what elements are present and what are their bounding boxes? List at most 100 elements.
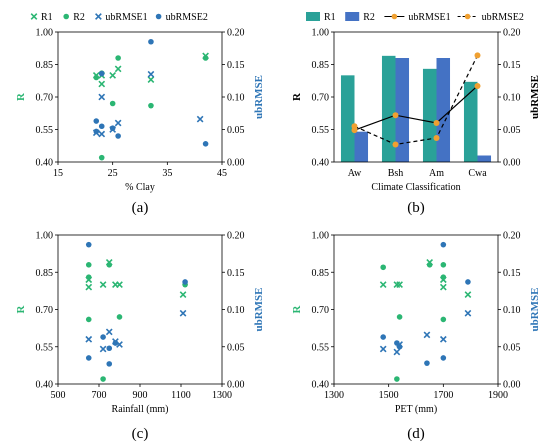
y-right-axis-label: ubRMSE (253, 287, 265, 331)
x-tick-label: Cwa (468, 168, 487, 179)
y-left-tick-label: 1.00 (36, 231, 54, 242)
bar (422, 68, 437, 162)
data-point (426, 262, 433, 268)
data-point (465, 279, 471, 285)
x-tick-label: 1300 (212, 390, 232, 401)
x-tick-label: 700 (92, 390, 107, 401)
legend-label: R2 (73, 12, 85, 23)
x-tick-label: 35 (162, 168, 172, 179)
data-point (396, 281, 403, 289)
data-point (202, 55, 209, 61)
y-left-tick-label: 0.85 (36, 268, 54, 279)
data-point (474, 82, 481, 89)
data-point (112, 340, 119, 346)
panel-label: (d) (407, 426, 425, 442)
data-point (93, 128, 100, 135)
panel-c: 500 700 900 1100 1300 0.40 0.55 0.70 0.85 1.00 0.0… (15, 231, 265, 443)
y-left-tick-label: 0.85 (36, 60, 54, 71)
y-right-tick-label: 0.00 (503, 380, 521, 391)
legend-label: R1 (41, 12, 53, 23)
y-right-tick-label: 0.20 (227, 28, 245, 39)
series-ubRMSE2 (85, 241, 188, 367)
legend-marker (155, 13, 162, 20)
bar (354, 131, 369, 162)
y-left-axis-label: R (15, 304, 27, 313)
data-point (392, 112, 399, 119)
y-left-tick-label: 1.00 (312, 231, 330, 242)
bar (463, 81, 478, 162)
data-point (379, 281, 387, 289)
series-R1 (85, 258, 187, 298)
legend-label: ubRMSE2 (166, 12, 208, 23)
data-point (100, 334, 106, 340)
y-right-tick-label: 0.20 (227, 231, 245, 242)
y-right-tick-label: 0.15 (503, 268, 521, 279)
data-point (105, 328, 113, 336)
y-left-axis-label: R (15, 92, 27, 101)
data-point (147, 70, 155, 78)
legend-label: ubRMSE1 (408, 12, 450, 23)
bar (477, 155, 492, 162)
legend-entry: R1 (306, 12, 336, 23)
data-point (424, 360, 430, 366)
data-point (116, 281, 123, 289)
data-point (474, 52, 481, 59)
y-left-tick-label: 0.40 (312, 380, 330, 391)
x-tick-label: 25 (108, 168, 118, 179)
legend-entry: ubRMSE1 (384, 12, 451, 23)
panel-label: (a) (132, 200, 149, 216)
y-left-tick-label: 0.40 (36, 158, 54, 169)
data-point (98, 80, 106, 88)
x-axis-label: PET (mm) (395, 404, 437, 415)
series-ubRMSE1 (92, 70, 204, 138)
data-point (98, 130, 106, 138)
data-point (98, 93, 106, 101)
y-right-tick-label: 0.10 (503, 93, 521, 104)
y-right-tick-label: 0.20 (503, 231, 521, 242)
legend-entry: R2 (345, 12, 375, 23)
y-right-tick-label: 0.05 (227, 125, 245, 136)
legend-swatch (306, 12, 320, 21)
data-point (433, 134, 440, 141)
y-left-tick-label: 0.55 (312, 342, 330, 353)
y-right-tick-label: 0.00 (227, 380, 245, 391)
x-tick-label: 1100 (171, 390, 191, 401)
data-point (85, 355, 92, 361)
data-point (380, 334, 387, 340)
legend-swatch (345, 12, 360, 21)
data-point (106, 345, 113, 352)
x-tick-label: Bsh (388, 168, 404, 179)
data-point (114, 119, 122, 127)
x-tick-label: 45 (217, 168, 227, 179)
data-point (114, 65, 122, 73)
data-point (202, 141, 209, 147)
data-point (100, 376, 106, 382)
data-point (116, 314, 123, 320)
y-left-axis-label: R (291, 92, 303, 101)
x-tick-label: 500 (51, 390, 66, 401)
bar (381, 55, 396, 163)
series-ubRMSE2 (93, 38, 209, 147)
data-point (423, 331, 431, 339)
x-axis-label: % Clay (125, 182, 155, 193)
y-right-axis-label: ubRMSE (529, 287, 541, 331)
data-point (148, 38, 154, 45)
panel-b: Aw Bsh Am Cwa 0.40 0.55 0.70 0.85 1.00 0.00 0.05 0.… (291, 12, 541, 216)
x-axis-label: Rainfall (mm) (112, 404, 169, 415)
y-left-tick-label: 0.40 (312, 158, 330, 169)
data-point (440, 262, 447, 268)
y-right-tick-label: 0.15 (227, 60, 245, 71)
legend-entry: ubRMSE2 (457, 12, 524, 23)
y-left-tick-label: 1.00 (312, 28, 330, 39)
series-ubRMSE1 (85, 309, 187, 353)
series-R1 (92, 52, 209, 88)
x-tick-label: Aw (348, 168, 362, 179)
y-left-tick-label: 0.70 (36, 305, 54, 316)
y-right-tick-label: 0.10 (227, 93, 245, 104)
y-right-tick-label: 0.10 (503, 305, 521, 316)
data-point (396, 343, 403, 350)
data-point (85, 316, 92, 323)
y-right-axis-label: ubRMSE (253, 75, 265, 119)
panel-d: 1300 1500 1700 1900 0.40 0.55 0.70 0.85 1.00 0.00… (291, 231, 541, 443)
